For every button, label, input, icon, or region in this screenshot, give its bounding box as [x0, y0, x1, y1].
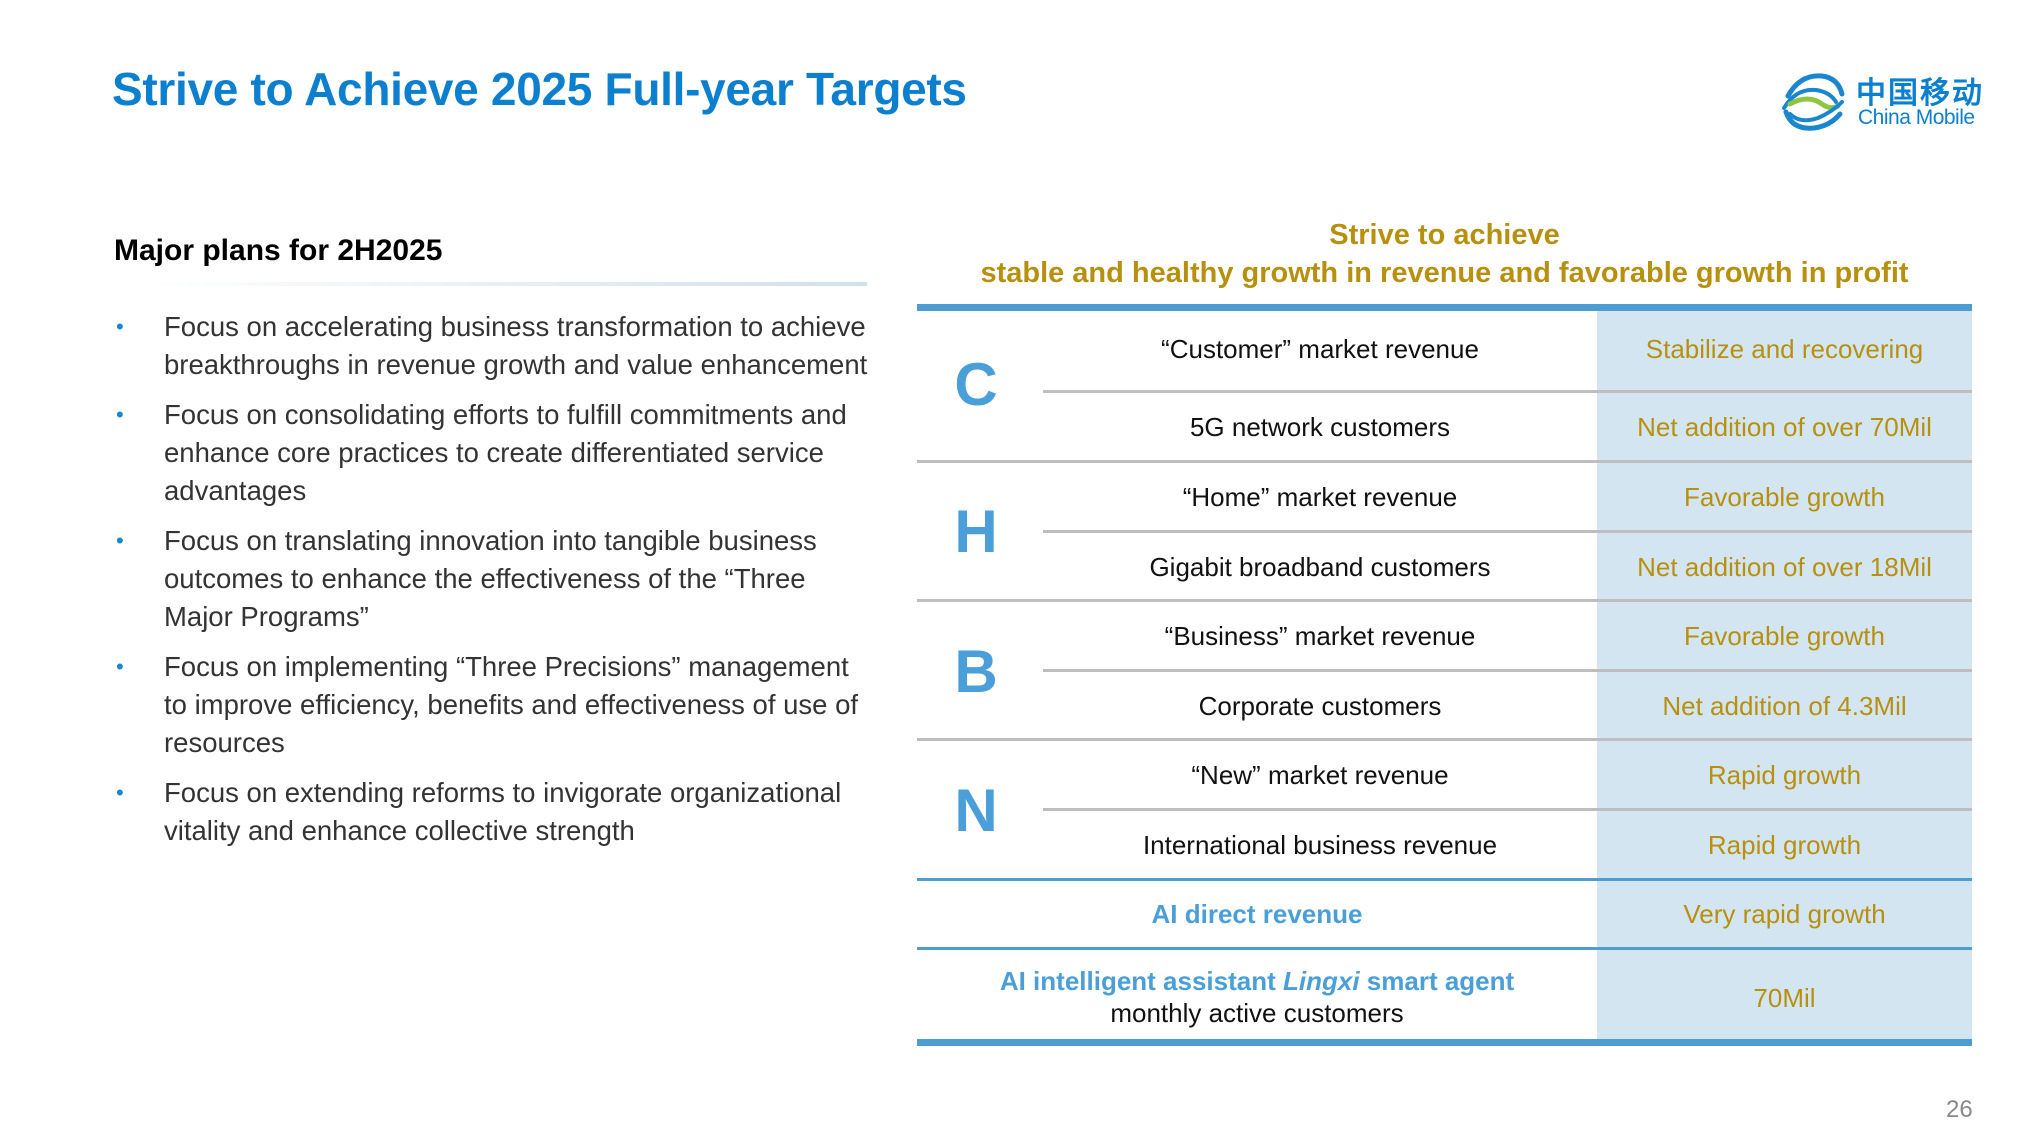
bullet-icon: • — [116, 780, 124, 805]
china-mobile-logo: 中国移动 China Mobile — [1778, 66, 1988, 136]
ai-divider — [917, 878, 1972, 881]
ai-agent-label-part1: AI intelligent assistant — [999, 966, 1283, 996]
targets-header-line2: stable and healthy growth in revenue and… — [980, 257, 1909, 289]
ai-divider — [917, 947, 1972, 950]
target-value: Very rapid growth — [1683, 899, 1886, 929]
target-item: “Home” market revenue — [1182, 482, 1458, 512]
row-divider — [1043, 669, 1972, 672]
target-value: Net addition of 4.3Mil — [1662, 691, 1907, 721]
table-top-border — [917, 304, 1972, 311]
group-divider — [917, 738, 1972, 741]
target-value: Net addition of over 18Mil — [1637, 552, 1932, 582]
target-item: “New” market revenue — [1191, 760, 1449, 790]
plans-heading: Major plans for 2H2025 — [114, 234, 443, 267]
row-divider — [1043, 390, 1972, 393]
target-value: Favorable growth — [1684, 482, 1885, 512]
target-value: Net addition of over 70Mil — [1637, 412, 1932, 442]
group-letter-n: N — [954, 777, 998, 844]
logo-text-cn: 中国移动 — [1856, 77, 1984, 110]
list-item-text: Focus on accelerating business transform… — [164, 311, 868, 380]
targets-header: Strive to achieve stable and healthy gro… — [917, 216, 1972, 292]
ai-agent-label-line2: monthly active customers — [1110, 998, 1404, 1028]
plans-list: • Focus on accelerating business transfor… — [114, 308, 874, 862]
group-letter-c: C — [954, 351, 998, 418]
list-item-text: Focus on extending reforms to invigorate… — [164, 777, 842, 846]
page-title: Strive to Achieve 2025 Full-year Targets — [112, 63, 967, 115]
target-item: “Customer” market revenue — [1161, 334, 1479, 364]
row-divider — [1043, 530, 1972, 533]
value-column-background — [1597, 310, 1972, 1043]
table-bottom-border — [917, 1039, 1972, 1046]
row-divider — [1043, 808, 1972, 811]
target-value: 70Mil — [1753, 983, 1816, 1013]
target-item: 5G network customers — [1189, 412, 1451, 442]
bullet-icon: • — [116, 528, 124, 553]
list-item: • Focus on accelerating business transfor… — [114, 308, 874, 384]
group-divider — [917, 599, 1972, 602]
ai-direct-revenue-label: AI direct revenue — [1151, 899, 1363, 929]
target-value: Favorable growth — [1684, 621, 1885, 651]
bullet-icon: • — [116, 402, 124, 427]
target-item: “Business” market revenue — [1164, 621, 1476, 651]
target-item: International business revenue — [1142, 830, 1498, 860]
ai-agent-label: AI intelligent assistant Lingxi smart ag… — [917, 965, 1597, 1029]
list-item-text: Focus on consolidating efforts to fulfil… — [164, 399, 847, 506]
list-item-text: Focus on implementing “Three Precisions”… — [164, 651, 859, 758]
target-item: Corporate customers — [1198, 691, 1442, 721]
ai-agent-label-part2: smart agent — [1359, 966, 1515, 996]
target-value: Stabilize and recovering — [1645, 334, 1924, 364]
group-letter-h: H — [954, 498, 998, 565]
bullet-icon: • — [116, 314, 124, 339]
group-divider — [917, 460, 1972, 463]
group-letter-b: B — [954, 638, 998, 705]
target-item: Gigabit broadband customers — [1149, 552, 1491, 582]
target-value: Rapid growth — [1707, 760, 1862, 790]
list-item: • Focus on implementing “Three Precisions… — [114, 648, 874, 762]
heading-divider — [150, 282, 867, 286]
list-item-text: Focus on translating innovation into tan… — [164, 525, 817, 632]
logo-text-en: China Mobile — [1858, 106, 1975, 129]
list-item: • Focus on translating innovation into ta… — [114, 522, 874, 636]
bullet-icon: • — [116, 654, 124, 679]
list-item: • Focus on consolidating efforts to fulfi… — [114, 396, 874, 510]
ai-agent-label-italic: Lingxi — [1283, 966, 1360, 996]
list-item: • Focus on extending reforms to invigorat… — [114, 774, 874, 850]
china-mobile-logo-icon — [1782, 73, 1845, 131]
target-value: Rapid growth — [1707, 830, 1862, 860]
page-number: 26 — [1946, 1096, 1973, 1123]
targets-header-line1: Strive to achieve — [1329, 219, 1560, 251]
